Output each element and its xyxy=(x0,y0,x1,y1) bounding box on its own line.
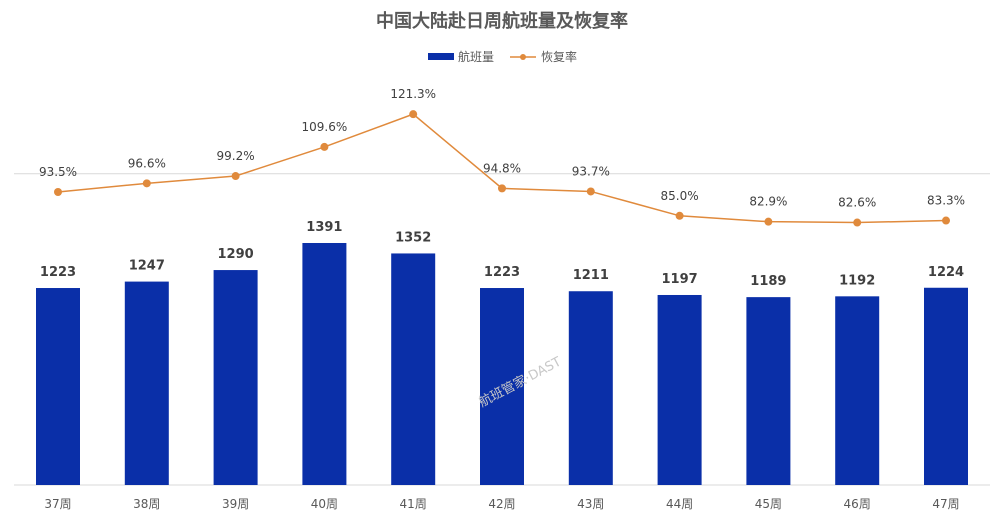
bar xyxy=(302,242,347,485)
bar-value-label: 1223 xyxy=(40,265,76,280)
line-point xyxy=(586,187,595,196)
legend: 航班量 恢复率 xyxy=(428,49,577,64)
bar xyxy=(36,288,80,485)
line-value-label: 121.3% xyxy=(390,87,436,101)
bar-value-label: 1224 xyxy=(928,265,964,280)
bar-value-label: 1391 xyxy=(306,220,342,235)
bar xyxy=(213,270,258,485)
chart-title: 中国大陆赴日周航班量及恢复率 xyxy=(376,10,628,32)
x-tick-label: 43周 xyxy=(577,497,604,511)
x-tick-label: 46周 xyxy=(844,497,871,511)
bar xyxy=(568,291,613,485)
x-tick-label: 39周 xyxy=(222,497,249,511)
legend-bar-label: 航班量 xyxy=(458,49,494,64)
x-tick-label: 42周 xyxy=(488,497,515,511)
bar-value-label: 1352 xyxy=(395,230,431,245)
bar-value-label: 1247 xyxy=(129,259,165,274)
bar xyxy=(391,253,436,485)
x-tick-label: 38周 xyxy=(133,497,160,511)
bar-value-label: 1211 xyxy=(573,268,609,283)
line-point xyxy=(409,110,418,119)
bar-value-label: 1189 xyxy=(750,274,786,289)
line-value-label: 93.7% xyxy=(572,164,610,178)
line-point xyxy=(675,211,684,220)
line-point xyxy=(498,184,506,193)
line-value-label: 82.6% xyxy=(838,196,876,210)
line-value-label: 94.8% xyxy=(483,161,521,175)
bar-value-label: 1192 xyxy=(839,273,875,288)
x-tick-label: 41周 xyxy=(400,497,427,511)
line-point xyxy=(320,142,329,151)
bar-value-label: 1223 xyxy=(484,265,520,280)
bar xyxy=(480,288,524,485)
x-tick-label: 44周 xyxy=(666,497,693,511)
line-point xyxy=(231,172,240,181)
line-value-label: 82.9% xyxy=(749,195,787,209)
x-tick-label: 40周 xyxy=(311,497,338,511)
bar-value-label: 1290 xyxy=(218,247,254,262)
bar xyxy=(124,281,169,485)
bar-value-label: 1197 xyxy=(662,272,698,287)
line-value-label: 85.0% xyxy=(661,189,699,203)
legend-bar-swatch xyxy=(428,53,454,60)
legend-line-label: 恢复率 xyxy=(541,49,577,64)
bar xyxy=(835,296,880,485)
bar xyxy=(746,297,791,485)
line-point xyxy=(142,179,151,188)
x-tick-label: 45周 xyxy=(755,497,782,511)
line-value-label: 96.6% xyxy=(128,156,166,170)
line-point xyxy=(942,216,950,225)
bar xyxy=(924,287,968,485)
line-value-label: 99.2% xyxy=(217,149,255,163)
x-tick-label: 37周 xyxy=(44,497,71,511)
legend-line-marker xyxy=(520,54,526,60)
bar xyxy=(657,294,702,485)
line-point xyxy=(54,188,62,196)
line-point xyxy=(764,217,773,226)
line-value-label: 93.5% xyxy=(39,165,77,179)
line-point xyxy=(853,218,862,227)
line-value-label: 109.6% xyxy=(302,120,348,134)
line-value-label: 83.3% xyxy=(927,194,965,208)
x-tick-label: 47周 xyxy=(932,497,959,511)
